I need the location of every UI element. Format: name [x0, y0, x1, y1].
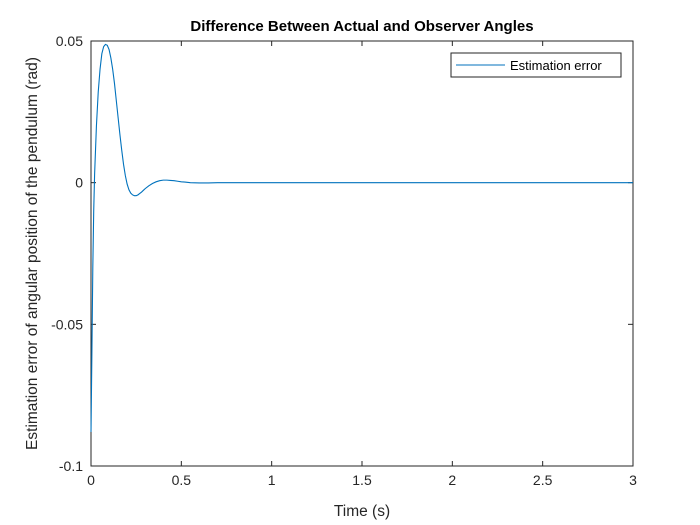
x-tick-label: 1.5 [352, 472, 372, 488]
x-tick-label: 0.5 [172, 472, 192, 488]
chart-title: Difference Between Actual and Observer A… [190, 18, 533, 35]
x-tick-label: 0 [87, 472, 95, 488]
plot-area [90, 40, 634, 467]
legend: Estimation error [450, 52, 622, 78]
x-tick-label: 1 [268, 472, 276, 488]
y-tick-label: -0.1 [59, 458, 83, 474]
y-axis-label: Estimation error of angular position of … [24, 57, 41, 450]
x-tick-label: 3 [629, 472, 637, 488]
y-tick-label: 0 [75, 175, 83, 191]
tick-labels: 0 0.5 1 1.5 2 2.5 3 -0.1 -0.05 0 0.05 [51, 33, 637, 488]
series-line-estimation-error [90, 43, 633, 433]
x-tick-label: 2 [448, 472, 456, 488]
x-tick-label: 2.5 [533, 472, 553, 488]
y-tick-label: 0.05 [56, 33, 83, 49]
legend-label: Estimation error [510, 58, 602, 73]
x-axis-label: Time (s) [334, 503, 390, 520]
y-tick-label: -0.05 [51, 316, 83, 332]
